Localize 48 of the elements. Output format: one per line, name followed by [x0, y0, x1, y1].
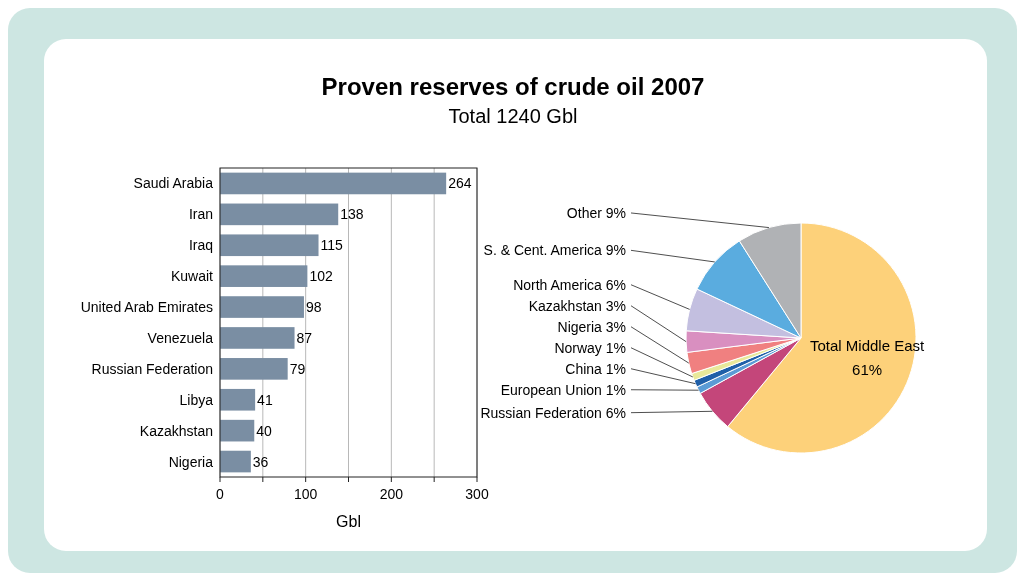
- chart-title: Proven reserves of crude oil 2007: [321, 73, 705, 100]
- slice-label: Nigeria 3%: [557, 318, 626, 335]
- slice-label: Other 9%: [566, 204, 626, 221]
- data-label: 102: [309, 268, 333, 285]
- slice-label: Kazakhstan 3%: [528, 297, 626, 314]
- y-tick-label: Iraq: [188, 237, 213, 254]
- data-label: 36: [252, 453, 269, 470]
- slice-label: S. & Cent. America 9%: [483, 242, 626, 259]
- y-tick-label: Venezuela: [147, 329, 214, 346]
- y-tick-label: Kuwait: [170, 268, 214, 285]
- y-tick-label: Iran: [188, 206, 213, 223]
- slice-label: North America 6%: [513, 276, 626, 293]
- y-tick-label: Russian Federation: [91, 360, 213, 377]
- bar: [220, 358, 288, 380]
- chart-subtitle: Total 1240 Gbl: [448, 105, 578, 127]
- data-label: 87: [296, 329, 313, 346]
- bar: [220, 450, 251, 473]
- bar: [220, 203, 339, 226]
- y-tick-label: Nigeria: [168, 453, 214, 470]
- y-tick-label: Kazakhstan: [139, 422, 213, 439]
- y-tick-label: Saudi Arabia: [133, 175, 214, 192]
- y-tick-label: Libya: [179, 391, 214, 408]
- slice-label: European Union 1%: [500, 381, 626, 398]
- data-label: 264: [448, 175, 472, 192]
- bar: [220, 388, 256, 411]
- x-axis-title: Gbl: [336, 513, 361, 530]
- data-label: 40: [256, 422, 273, 439]
- bar: [220, 296, 304, 318]
- bar: [220, 419, 255, 442]
- bar: [220, 327, 295, 349]
- data-label: 79: [289, 360, 306, 377]
- x-tick-label: 300: [465, 486, 489, 502]
- slice-label: China 1%: [565, 360, 626, 377]
- slice-label: Russian Federation 6%: [480, 404, 626, 421]
- data-label: 98: [305, 299, 322, 316]
- slice-label: Total Middle East: [809, 337, 926, 355]
- data-label: 115: [320, 237, 344, 254]
- y-tick-label: United Arab Emirates: [80, 299, 213, 316]
- x-tick-label: 0: [216, 486, 225, 502]
- data-label: 138: [340, 206, 364, 223]
- x-tick-label: 100: [293, 486, 318, 502]
- bar: [220, 172, 447, 195]
- bar: [220, 265, 308, 287]
- data-label: 41: [257, 391, 273, 408]
- bar: [220, 234, 319, 257]
- slice-label: Norway 1%: [554, 339, 626, 356]
- x-tick-label: 200: [379, 486, 404, 502]
- data-label: 61%: [852, 361, 883, 379]
